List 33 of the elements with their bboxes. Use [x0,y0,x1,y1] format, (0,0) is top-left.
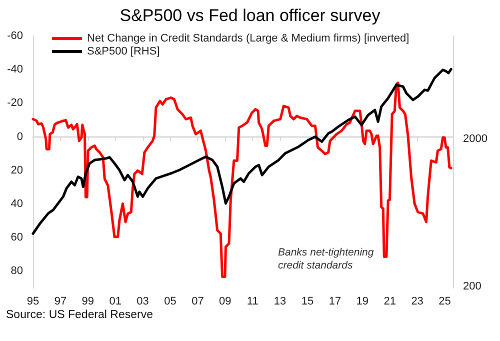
x-tick-label: 95 [26,296,40,308]
x-tick-label: 99 [82,296,94,308]
y-tick-label: 20 [10,164,23,176]
y-tick-label: 0 [16,130,23,143]
annotation: Banks net-tightening credit standards [278,246,377,272]
source-note: Source: US Federal Reserve [6,309,154,321]
x-tick-label: 07 [192,296,204,308]
x-tick-label: 03 [136,296,149,308]
line-series [32,68,452,235]
x-tick-label: 19 [356,296,369,308]
line-series [32,82,452,278]
x-tick-label: 17 [328,296,342,308]
x-tick-label: 11 [246,296,258,308]
y-tick-label: 60 [10,232,23,244]
x-tick-label: 15 [301,296,314,308]
y-tick-label: 80 [10,265,23,278]
y2-tick-label: 2000 [463,133,488,146]
x-tick-label: 25 [438,296,451,308]
y-tick-label: -60 [7,30,23,42]
legend-label: S&P500 [RHS] [87,46,160,58]
x-tick-label: 01 [109,296,122,308]
chart-title: S&P500 vs Fed loan officer survey [120,6,381,25]
y-tick-label: -40 [7,64,23,76]
y2-tick-label: 200 [463,280,482,292]
legend-label: Net Change in Credit Standards (Large & Medium firms) [inverted] [87,32,410,44]
x-tick-label: 97 [54,296,67,308]
y-tick-label: 40 [10,198,23,210]
x-tick-label: 13 [274,296,286,308]
x-tick-label: 23 [411,296,424,308]
x-tick-label: 05 [164,296,176,308]
y-tick-label: -20 [7,97,23,110]
x-tick-label: 21 [384,296,396,308]
x-tick-label: 09 [219,296,232,308]
